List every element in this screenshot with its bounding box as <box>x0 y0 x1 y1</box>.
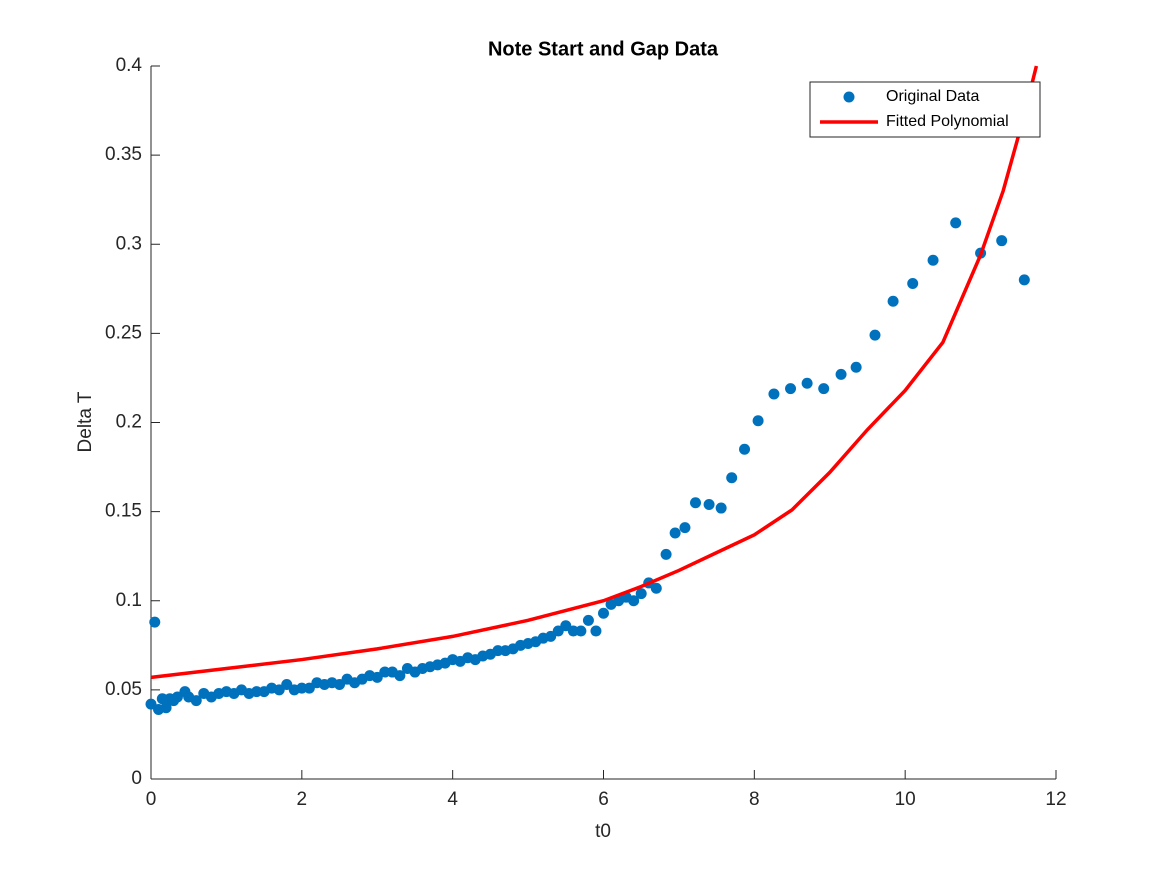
x-tick-label: 0 <box>146 789 157 810</box>
data-point <box>156 693 168 705</box>
y-tick-label: 0 <box>131 768 142 789</box>
data-point <box>679 522 691 534</box>
data-point <box>835 368 847 380</box>
data-point <box>907 277 919 289</box>
x-tick-label: 10 <box>895 789 916 810</box>
data-point <box>190 695 202 707</box>
legend-swatch <box>843 91 855 103</box>
y-tick-label: 0.25 <box>105 322 142 343</box>
x-tick-label: 2 <box>297 789 308 810</box>
legend: Original Data Fitted Polynomial <box>809 81 1041 138</box>
data-point <box>715 502 727 514</box>
plot-area <box>145 65 1039 715</box>
data-point <box>582 614 594 626</box>
data-point <box>801 377 813 389</box>
data-point <box>869 329 881 341</box>
y-tick-label: 0.3 <box>116 233 142 254</box>
data-point <box>818 383 830 395</box>
data-point <box>703 498 715 510</box>
data-point <box>394 670 406 682</box>
y-tick-label: 0.05 <box>105 679 142 700</box>
legend-label: Original Data <box>886 88 979 105</box>
chart-title: Note Start and Gap Data <box>488 38 719 60</box>
data-point <box>379 666 391 678</box>
data-point <box>160 702 172 714</box>
x-tick-label: 6 <box>598 789 609 810</box>
data-point <box>492 645 504 657</box>
data-point <box>927 254 939 266</box>
data-point <box>598 607 609 619</box>
data-point <box>690 497 702 509</box>
y-axis-label: Delta T <box>75 391 96 452</box>
data-point <box>635 588 647 600</box>
data-point <box>575 625 587 637</box>
data-point <box>660 548 672 560</box>
data-point <box>650 582 662 594</box>
data-point <box>726 472 738 484</box>
x-tick-label: 8 <box>749 789 760 810</box>
data-point <box>628 595 640 607</box>
y-tick-label: 0.4 <box>116 55 143 76</box>
data-point <box>567 625 579 637</box>
data-point <box>251 686 263 698</box>
data-point <box>296 682 308 694</box>
data-point <box>590 625 602 637</box>
data-point <box>149 616 161 628</box>
data-point <box>887 295 899 307</box>
y-tick-label: 0.35 <box>105 144 142 165</box>
y-tick-label: 0.1 <box>116 590 142 611</box>
data-point <box>768 388 780 400</box>
data-point <box>785 383 797 395</box>
data-point <box>669 527 681 539</box>
legend-box <box>809 81 1041 138</box>
x-tick-label: 12 <box>1045 789 1066 810</box>
y-tick-label: 0.15 <box>105 501 142 522</box>
data-point <box>850 361 862 373</box>
legend-label: Fitted Polynomial <box>886 113 1009 130</box>
y-tick-label: 0.2 <box>116 412 142 433</box>
x-tick-label: 4 <box>447 789 458 810</box>
x-axis-label: t0 <box>595 821 611 842</box>
data-point <box>739 443 751 455</box>
data-point <box>1018 274 1030 286</box>
data-point <box>996 235 1008 247</box>
data-point <box>752 415 764 427</box>
fit-line <box>150 65 1039 680</box>
data-point <box>950 217 962 229</box>
